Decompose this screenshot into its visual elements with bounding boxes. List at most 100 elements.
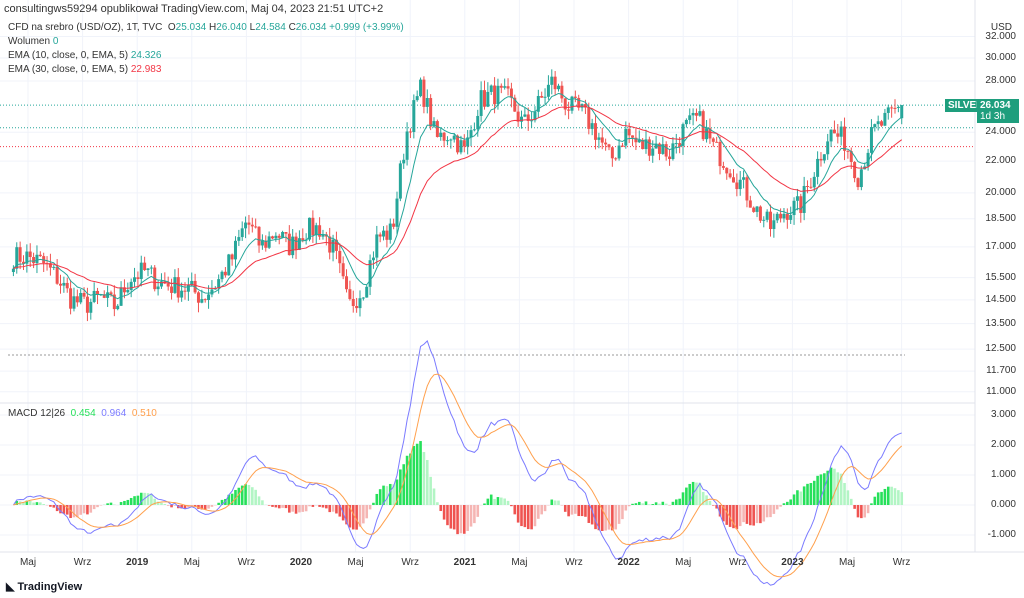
candle-body bbox=[203, 299, 207, 301]
candle-body bbox=[25, 251, 29, 264]
candle-body bbox=[173, 277, 177, 293]
macd-value: 0.964 bbox=[101, 408, 127, 419]
candle-body bbox=[674, 143, 678, 145]
macd-histogram-bar bbox=[32, 502, 35, 505]
ema10-legend[interactable]: EMA (10, close, 0, EMA, 5) 24.326 bbox=[8, 50, 161, 61]
macd-histogram-bar bbox=[856, 505, 860, 518]
candle-body bbox=[684, 119, 688, 125]
macd-histogram-bar bbox=[900, 492, 904, 505]
macd-histogram-bar bbox=[89, 505, 93, 513]
candle-body bbox=[846, 150, 850, 152]
macd-histogram-bar bbox=[745, 505, 749, 524]
candle-body bbox=[607, 144, 611, 148]
macd-legend[interactable]: MACD 12|26 0.454 0.964 0.510 bbox=[8, 408, 157, 419]
macd-histogram-bar bbox=[150, 493, 153, 505]
ema30-legend[interactable]: EMA (30, close, 0, EMA, 5) 22.983 bbox=[8, 64, 161, 75]
macd-histogram-bar bbox=[863, 505, 867, 518]
candle-body bbox=[691, 112, 695, 116]
macd-histogram-bar bbox=[425, 460, 429, 505]
macd-histogram-bar bbox=[802, 486, 806, 505]
candle-body bbox=[869, 127, 873, 153]
price-tick: 11.700 bbox=[986, 365, 1016, 377]
symbol-name[interactable]: CFD na srebro (USD/OZ), 1T, TVC bbox=[8, 22, 163, 33]
symbol-legend: CFD na srebro (USD/OZ), 1T, TVC O25.034 … bbox=[8, 22, 404, 33]
macd-histogram-bar bbox=[49, 505, 52, 507]
macd-histogram-bar bbox=[493, 498, 496, 505]
candle-body bbox=[338, 250, 342, 264]
candle-body bbox=[698, 111, 702, 116]
candle-body bbox=[237, 237, 241, 241]
macd-histogram-bar bbox=[765, 505, 769, 518]
macd-histogram-bar bbox=[503, 498, 506, 505]
candle-body bbox=[297, 238, 301, 250]
macd-histogram-bar bbox=[449, 505, 453, 529]
candle-body bbox=[82, 292, 86, 297]
candle-body bbox=[233, 240, 237, 260]
macd-histogram-bar bbox=[99, 505, 103, 506]
macd-histogram-bar bbox=[106, 503, 109, 505]
candle-body bbox=[516, 111, 520, 122]
candle-body bbox=[149, 267, 153, 269]
macd-histogram-bar bbox=[59, 505, 62, 514]
macd-histogram-bar bbox=[251, 487, 254, 505]
macd-histogram-bar bbox=[786, 501, 789, 505]
candle-body bbox=[106, 292, 110, 298]
macd-histogram-bar bbox=[641, 503, 644, 505]
tradingview-logo[interactable]: ◣ TradingView bbox=[6, 580, 82, 593]
candle-body bbox=[408, 131, 412, 133]
time-tick: Maj bbox=[838, 557, 856, 568]
time-tick: Maj bbox=[347, 557, 364, 568]
macd-histogram-bar bbox=[284, 505, 288, 509]
macd-histogram-bar bbox=[469, 505, 473, 527]
candle-body bbox=[351, 298, 355, 306]
macd-histogram-bar bbox=[738, 505, 742, 527]
ema30-line bbox=[13, 105, 903, 289]
volume-legend[interactable]: Wolumen 0 bbox=[8, 36, 58, 47]
candle-body bbox=[513, 97, 517, 112]
macd-histogram-bar bbox=[624, 505, 628, 511]
macd-histogram-bar bbox=[553, 500, 557, 505]
macd-histogram-bar bbox=[415, 443, 419, 505]
candle-body bbox=[617, 145, 621, 159]
candle-body bbox=[284, 232, 288, 234]
macd-histogram-bar bbox=[812, 480, 816, 505]
macd-histogram-bar bbox=[348, 505, 352, 528]
macd-histogram-bar bbox=[799, 491, 803, 505]
price-series bbox=[0, 69, 975, 356]
macd-histogram-bar bbox=[217, 502, 220, 505]
candle-body bbox=[546, 84, 550, 97]
macd-histogram-bar bbox=[540, 505, 543, 515]
time-tick: Wrz bbox=[73, 557, 92, 568]
open-label: O bbox=[167, 22, 176, 33]
macd-histogram-bar bbox=[543, 505, 547, 512]
candle-body bbox=[102, 294, 106, 298]
candle-body bbox=[782, 213, 786, 219]
candle-body bbox=[493, 85, 497, 105]
macd-histogram-bar bbox=[328, 505, 332, 513]
macd-histogram-bar bbox=[79, 505, 82, 515]
candle-body bbox=[176, 277, 180, 298]
candle-body bbox=[452, 135, 456, 140]
macd-histogram-bar bbox=[698, 482, 702, 505]
candle-body bbox=[789, 215, 793, 220]
macd-histogram-bar bbox=[325, 505, 328, 509]
candle-body bbox=[472, 129, 476, 131]
candle-body bbox=[129, 281, 133, 290]
macd-histogram-bar bbox=[419, 441, 422, 505]
macd-histogram-bar bbox=[819, 474, 823, 505]
candle-body bbox=[382, 230, 386, 237]
macd-histogram-bar bbox=[462, 505, 466, 534]
time-tick: Wrz bbox=[729, 557, 747, 568]
candle-body bbox=[445, 140, 449, 142]
macd-histogram-bar bbox=[735, 505, 739, 530]
candle-body bbox=[570, 96, 574, 111]
macd-histogram-bar bbox=[190, 505, 194, 506]
candle-body bbox=[742, 177, 746, 180]
candle-body bbox=[880, 121, 884, 126]
price-tick: 15.500 bbox=[985, 271, 1016, 283]
candle-body bbox=[644, 139, 648, 150]
macd-histogram-bar bbox=[860, 505, 863, 519]
time-tick: Maj bbox=[675, 557, 692, 568]
macd-histogram-bar bbox=[563, 505, 567, 512]
